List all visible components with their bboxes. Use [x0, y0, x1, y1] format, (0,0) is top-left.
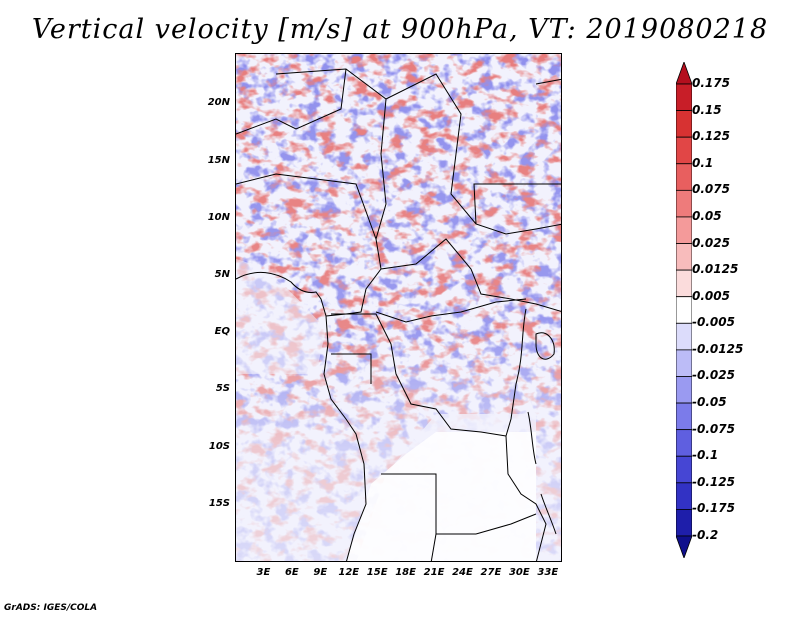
colorbar-swatch — [676, 136, 692, 165]
lat-tick-label: 20N — [207, 97, 230, 109]
colorbar-swatch — [676, 402, 692, 431]
lon-tick-label: 9E — [313, 567, 328, 578]
lon-tick-label: 24E — [452, 567, 473, 578]
colorbar-label: 0.05 — [692, 208, 722, 223]
country-borders — [236, 68, 561, 561]
colorbar-swatch — [676, 322, 692, 351]
colorbar-swatch — [676, 482, 692, 510]
colorbar-swatch — [676, 243, 692, 271]
colorbar-label: -0.05 — [692, 395, 727, 410]
colorbar-label: 0.075 — [692, 182, 730, 197]
lat-tick-label: 10S — [208, 440, 230, 452]
colorbar-swatch — [676, 216, 692, 244]
lat-tick-label: 5N — [214, 269, 230, 281]
colorbar-swatch — [676, 83, 692, 111]
colorbar-label: 0.15 — [692, 102, 722, 117]
colorbar-label: -0.1 — [692, 448, 719, 463]
colorbar-label: 0.0125 — [692, 262, 739, 277]
colorbar-label: -0.005 — [692, 315, 735, 330]
colorbar-label: 0.005 — [692, 288, 730, 303]
lon-tick-label: 30E — [508, 567, 530, 578]
colorbar-label: -0.075 — [692, 421, 735, 436]
colorbar-label: -0.2 — [692, 528, 719, 542]
lon-tick-label: 18E — [395, 567, 416, 578]
lat-tick-label: 10N — [207, 211, 230, 223]
lon-tick-label: 6E — [284, 567, 299, 578]
lat-tick-label: EQ — [214, 326, 230, 338]
colorbar-swatch — [676, 349, 692, 377]
colorbar-swatch — [676, 455, 692, 484]
colorbar-swatch — [676, 429, 692, 457]
colorbar-top-arrow — [676, 62, 692, 85]
colorbar-swatch — [676, 376, 692, 404]
lon-tick-label: 21E — [423, 567, 445, 578]
lat-tick-label: 15S — [208, 497, 230, 509]
colorbar-swatch — [676, 509, 692, 537]
map-title: Vertical velocity [m/s] at 900hPa, VT: 2… — [31, 14, 769, 45]
colorbar-swatch — [676, 189, 692, 218]
grads-credit: GrADS: IGES/COLA — [4, 603, 98, 613]
lon-tick-label: 3E — [256, 567, 271, 578]
colorbar-label: 0.175 — [692, 76, 730, 90]
lat-tick-label: 15N — [207, 154, 230, 166]
colorbar-swatch — [676, 110, 692, 138]
colorbar-bottom-arrow — [676, 535, 692, 558]
lon-tick-label: 27E — [480, 567, 502, 578]
colorbar-label: 0.025 — [692, 235, 730, 250]
velocity-field-map — [236, 54, 561, 561]
colorbar-label: 0.1 — [692, 155, 714, 170]
colorbar-swatch — [676, 296, 692, 324]
lon-tick-label: 12E — [338, 567, 360, 578]
colorbar-label: 0.125 — [692, 129, 730, 144]
colorbar-swatch — [676, 163, 692, 191]
colorbar-label: -0.0125 — [692, 341, 744, 356]
map-plot-area — [235, 53, 562, 562]
colorbar-label: -0.125 — [692, 474, 735, 489]
lat-tick-label: 5S — [215, 383, 230, 395]
lon-tick-label: 33E — [537, 567, 559, 578]
colorbar-label: -0.175 — [692, 501, 735, 516]
colorbar-swatch — [676, 269, 692, 298]
lon-tick-label: 15E — [366, 567, 388, 578]
colorbar-label: -0.025 — [692, 368, 735, 383]
colorbar — [676, 62, 692, 558]
